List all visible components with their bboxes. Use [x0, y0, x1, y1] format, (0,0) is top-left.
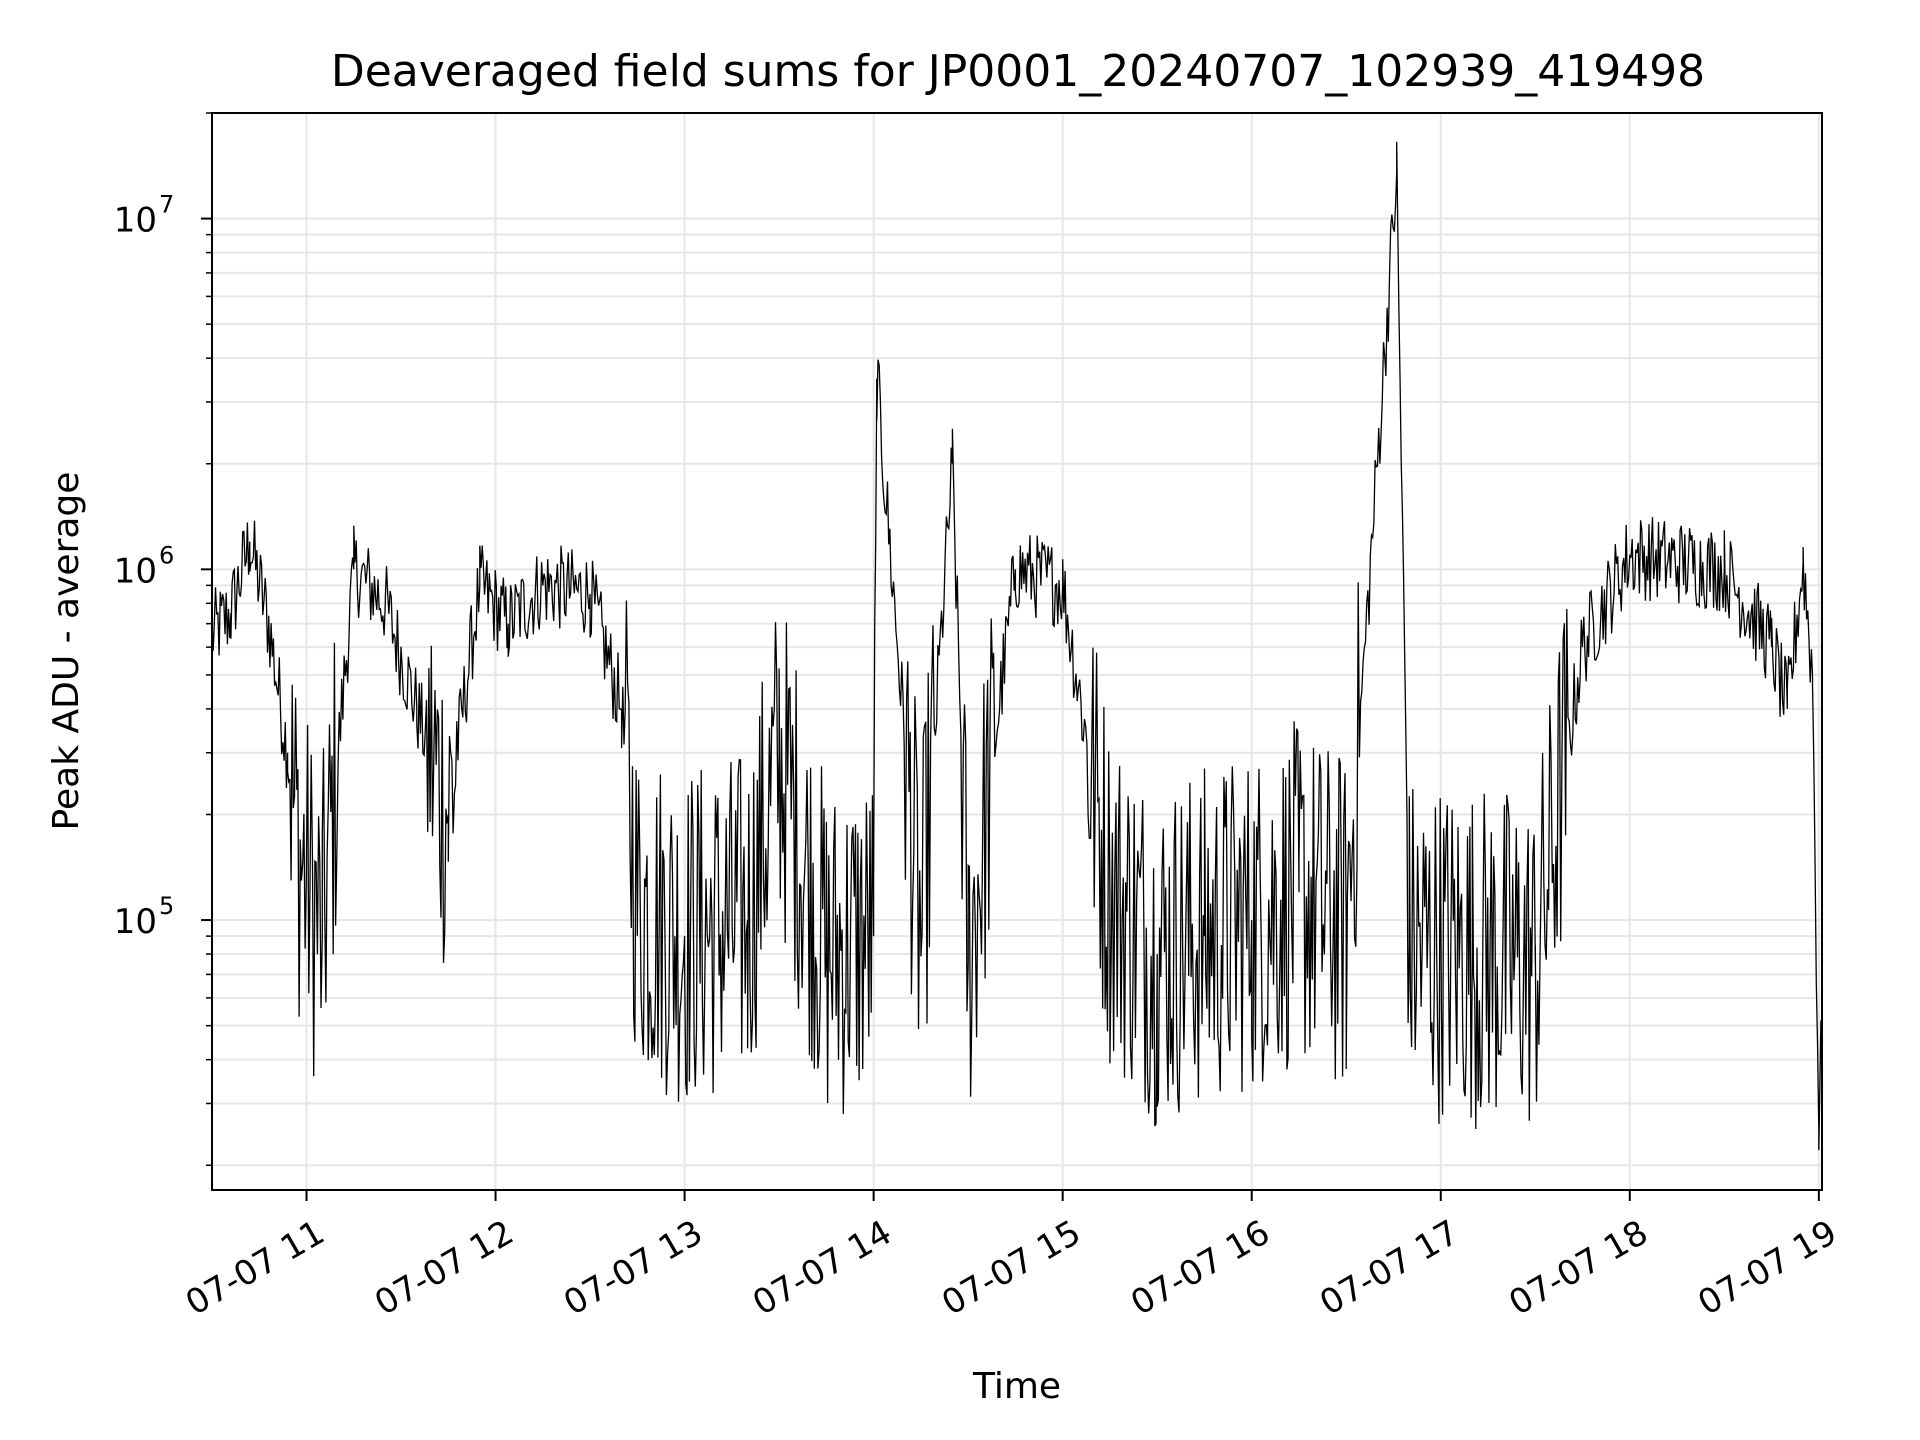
x-tick-label: 07-07 14	[746, 1213, 898, 1324]
y-tick-label: 10	[114, 902, 157, 942]
series-line	[211, 141, 1823, 1151]
y-tick-label: 10	[114, 201, 157, 241]
x-tick-label: 07-07 15	[935, 1213, 1087, 1324]
y-axis-label: Peak ADU - average	[46, 472, 87, 831]
x-axis: 07-07 11 07-07 12 07-07 13 07-07 14 07-07 15…	[179, 1190, 1844, 1324]
x-tick-label: 07-07 11	[179, 1213, 331, 1324]
x-tick-label: 07-07 17	[1313, 1213, 1465, 1324]
x-tick-label: 07-07 12	[368, 1213, 520, 1324]
y-tick-label: 10	[114, 551, 157, 591]
y-tick-exponent: 7	[159, 191, 174, 219]
x-tick-label: 07-07 19	[1691, 1213, 1843, 1324]
x-tick-label: 07-07 16	[1124, 1213, 1276, 1324]
series-layer	[211, 141, 1823, 1151]
x-axis-label: Time	[972, 1366, 1061, 1407]
x-tick-label: 07-07 13	[557, 1213, 709, 1324]
y-tick-exponent: 5	[159, 892, 174, 920]
y-tick-exponent: 6	[159, 541, 174, 569]
plot-frame	[211, 112, 1823, 1191]
x-tick-label: 07-07 18	[1502, 1213, 1654, 1324]
chart-title: Deaveraged field sums for JP0001_2024070…	[331, 46, 1705, 97]
